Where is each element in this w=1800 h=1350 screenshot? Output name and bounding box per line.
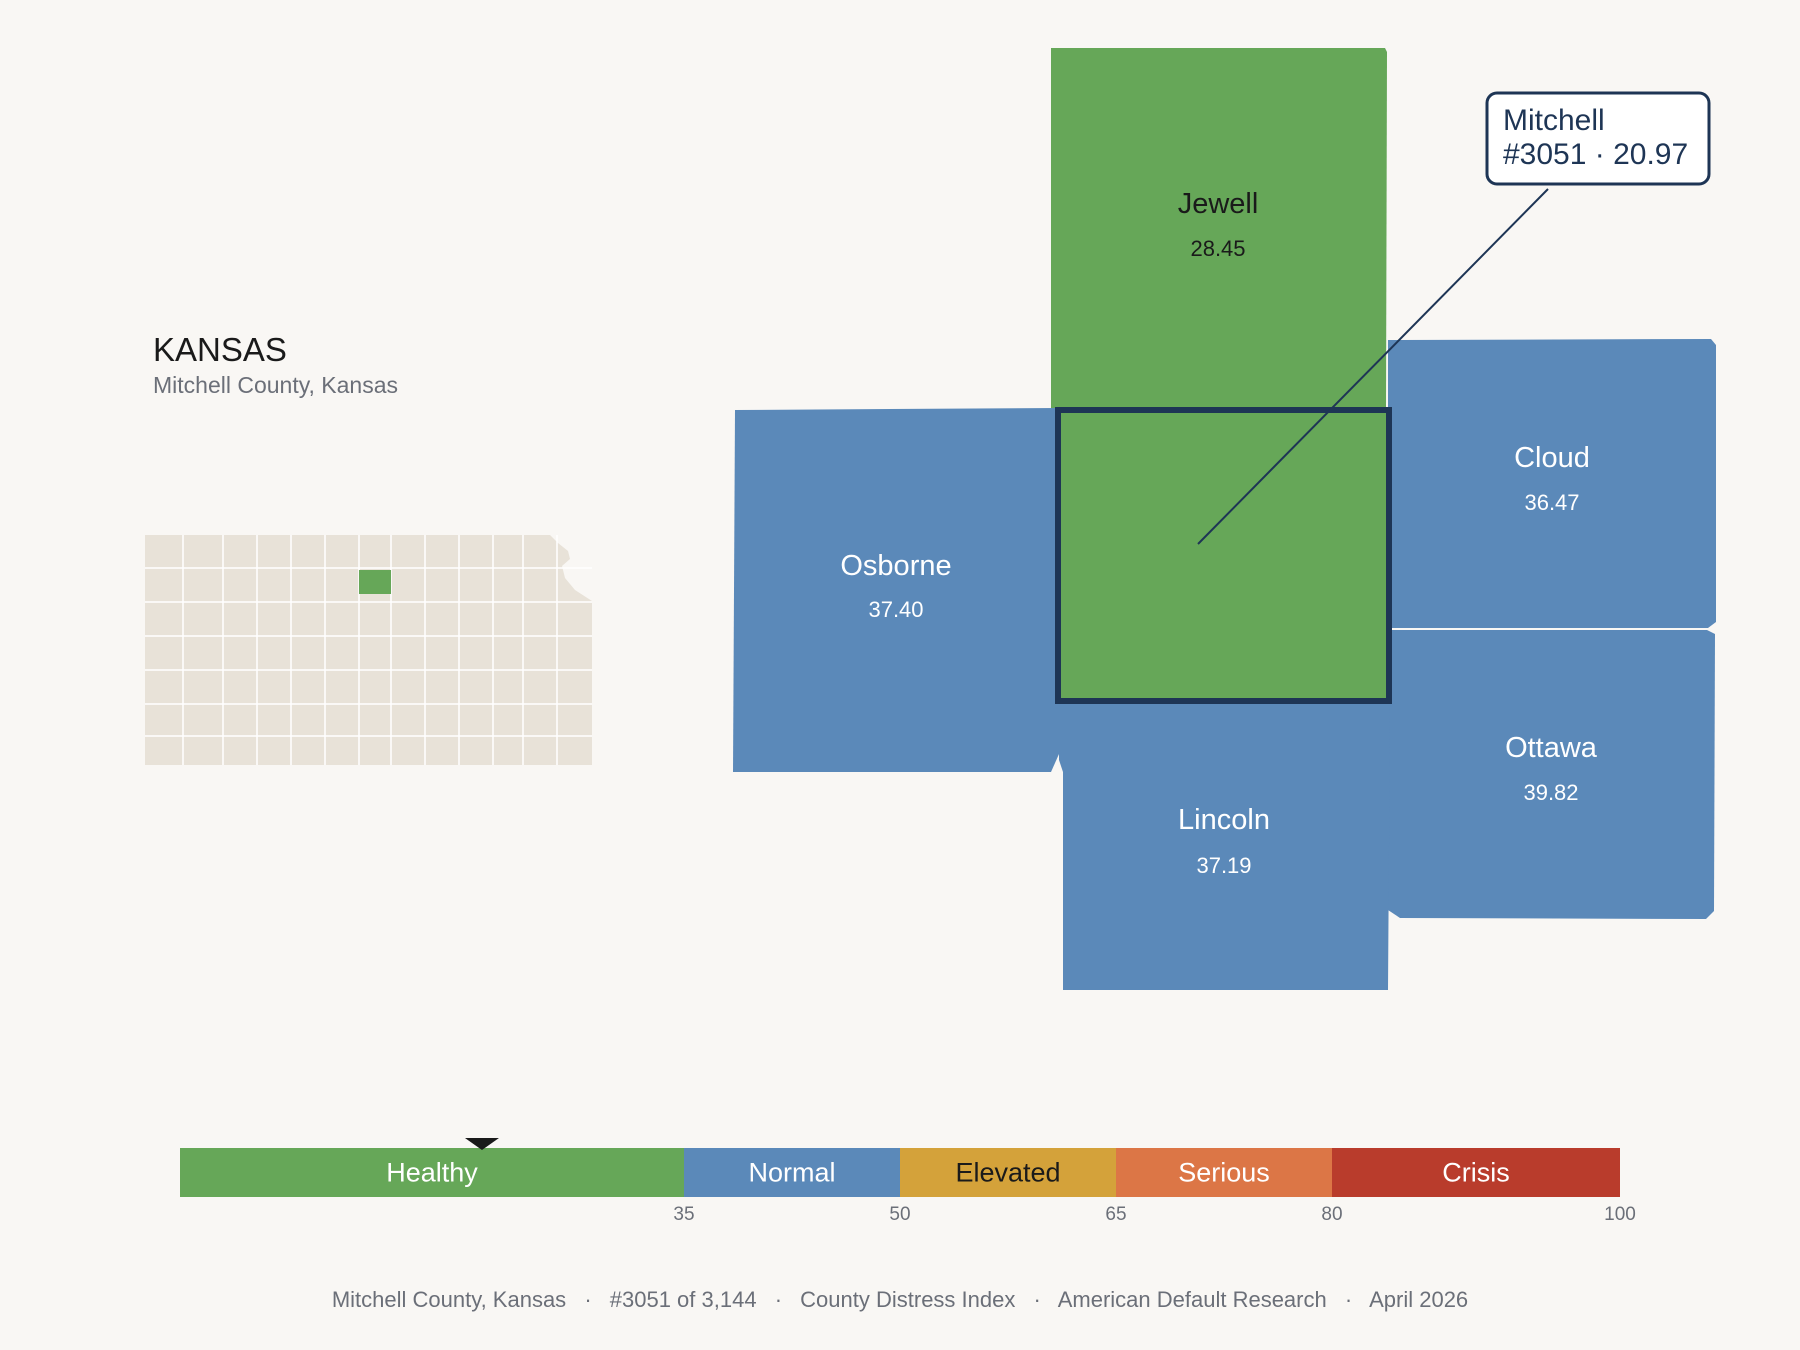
legend-band-serious (1116, 1148, 1332, 1197)
callout-county-name: Mitchell (1503, 104, 1605, 137)
county-lincoln[interactable]: Lincoln 37.19 (1059, 700, 1390, 990)
county-shape-jewell (1051, 48, 1387, 410)
county-cloud[interactable]: Cloud 36.47 (1388, 339, 1716, 628)
county-value-osborne: 37.40 (868, 597, 923, 622)
county-label-osborne: Osborne (840, 550, 951, 582)
county-shape-osborne (733, 408, 1059, 772)
legend-marker (464, 1138, 499, 1150)
county-shape-lincoln (1059, 700, 1390, 990)
footer-county: Mitchell County, Kansas (332, 1287, 566, 1312)
footer-sep-1: · (584, 1287, 591, 1312)
legend-tick-label: 100 (1604, 1204, 1636, 1225)
footer-credits: Mitchell County, Kansas · #3051 of 3,144… (332, 1287, 1468, 1312)
legend-tick-label: 80 (1321, 1204, 1342, 1225)
county-shape-ottawa (1388, 630, 1715, 919)
state-title: KANSAS (153, 331, 287, 368)
county-value-ottawa: 39.82 (1523, 780, 1578, 805)
legend-band-label-elevated: Elevated (955, 1158, 1060, 1188)
state-outline (145, 535, 592, 765)
county-mitchell[interactable] (1055, 407, 1392, 704)
county-jewell[interactable]: Jewell 28.45 (1051, 48, 1387, 410)
footer-sep-2: · (775, 1287, 782, 1312)
legend-band-label-serious: Serious (1178, 1158, 1270, 1188)
legend-band-crisis (1332, 1148, 1620, 1197)
callout-rank-value: #3051 · 20.97 (1503, 138, 1688, 171)
legend-tick-label: 50 (889, 1204, 910, 1225)
county-label-jewell: Jewell (1178, 188, 1259, 220)
county-label-lincoln: Lincoln (1178, 804, 1270, 836)
footer-source: American Default Research (1058, 1287, 1327, 1312)
state-subtitle: Mitchell County, Kansas (153, 372, 398, 398)
footer-date: April 2026 (1369, 1287, 1468, 1312)
legend-band-elevated (900, 1148, 1116, 1197)
legend-band-label-normal: Normal (748, 1158, 835, 1188)
county-value-jewell: 28.45 (1190, 236, 1245, 261)
footer-rank: #3051 of 3,144 (610, 1287, 757, 1312)
county-osborne[interactable]: Osborne 37.40 (733, 408, 1059, 772)
footer-index: County Distress Index (800, 1287, 1015, 1312)
footer-sep-3: · (1033, 1287, 1040, 1312)
county-callout: Mitchell #3051 · 20.97 (1197, 91, 1711, 545)
callout-box (1485, 91, 1711, 186)
state-minimap (145, 535, 592, 765)
county-value-lincoln: 37.19 (1196, 853, 1251, 878)
distress-scale-legend: Healthy Normal Elevated Serious Crisis 35 50 65… (180, 1138, 1636, 1225)
callout-leader-line (1197, 188, 1549, 545)
legend-tick-label: 35 (673, 1204, 694, 1225)
minimap-selected-county (359, 570, 391, 594)
legend-band-normal (684, 1148, 900, 1197)
county-ottawa[interactable]: Ottawa 39.82 (1388, 630, 1715, 919)
county-shape-cloud (1388, 339, 1716, 628)
county-label-ottawa: Ottawa (1505, 732, 1598, 764)
footer-sep-4: · (1345, 1287, 1352, 1312)
legend-band-healthy (180, 1148, 684, 1197)
county-value-cloud: 36.47 (1524, 490, 1579, 515)
county-label-cloud: Cloud (1514, 442, 1590, 474)
legend-band-label-crisis: Crisis (1442, 1158, 1510, 1188)
selected-county-shape (1055, 407, 1392, 704)
legend-tick-label: 65 (1105, 1204, 1126, 1225)
legend-band-label-healthy: Healthy (386, 1158, 478, 1188)
